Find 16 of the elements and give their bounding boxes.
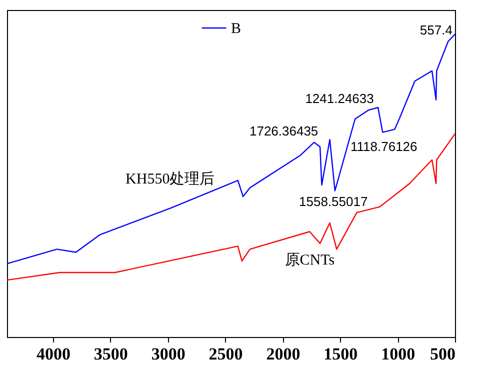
- annotation: 1558.55017: [299, 194, 368, 210]
- annotation: 原CNTs: [284, 252, 335, 269]
- x-tick-label: 2500: [208, 344, 243, 364]
- annotation: 1726.36435: [249, 123, 318, 138]
- x-tick-label: 2000: [266, 344, 300, 364]
- annotation: KH550处理后: [126, 170, 215, 188]
- legend-label: B: [231, 21, 242, 37]
- x-tick-label: 1000: [381, 344, 416, 364]
- annotation: 1241.24633: [305, 91, 374, 106]
- x-tick-label: 1500: [324, 344, 358, 364]
- annotation: 1118.76126: [350, 138, 418, 154]
- annotation: 557.4: [420, 22, 452, 38]
- x-tick-label: 500: [430, 344, 456, 364]
- x-tick-label: 4000: [36, 344, 70, 364]
- x-tick-label: 3500: [94, 344, 128, 364]
- x-tick-label: 3000: [151, 344, 186, 364]
